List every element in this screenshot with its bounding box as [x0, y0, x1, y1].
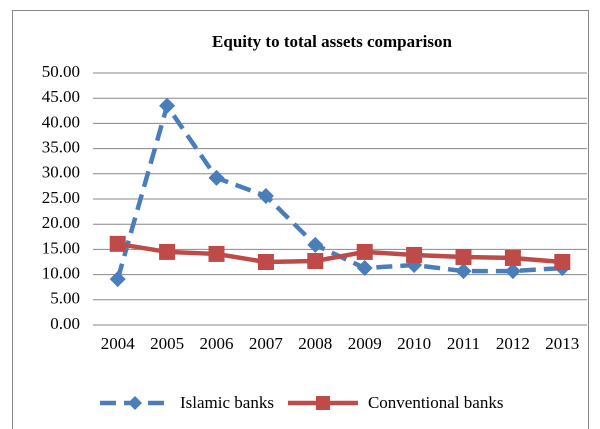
x-tick-label: 2006 [200, 334, 234, 353]
marker [554, 254, 571, 270]
legend-label: Conventional banks [368, 393, 504, 412]
y-tick-label: 35.00 [42, 138, 80, 157]
marker [455, 248, 472, 265]
marker [257, 187, 274, 204]
marker [504, 263, 521, 280]
series-line [117, 241, 563, 265]
x-tick-label: 2009 [348, 334, 382, 353]
marker [504, 249, 521, 266]
x-tick-label: 2013 [545, 334, 579, 353]
y-tick-label: 30.00 [42, 163, 80, 182]
x-tick-label: 2008 [298, 334, 332, 353]
y-tick-label: 45.00 [42, 87, 80, 106]
marker [406, 246, 423, 263]
y-tick-label: 20.00 [42, 213, 80, 232]
x-tick-label: 2007 [249, 334, 284, 353]
x-tick-label: 2010 [397, 334, 431, 353]
y-tick-label: 40.00 [42, 112, 80, 131]
marker [257, 254, 274, 270]
marker [307, 252, 324, 269]
x-tick-label: 2012 [496, 334, 530, 353]
y-tick-label: 10.00 [42, 264, 80, 283]
marker [208, 169, 225, 186]
marker [159, 243, 176, 260]
legend-marker [315, 396, 330, 410]
marker [109, 271, 126, 288]
chart-border [12, 10, 589, 429]
y-tick-label: 25.00 [42, 188, 80, 207]
marker [356, 243, 373, 260]
marker [109, 235, 126, 252]
legend-label: Islamic banks [180, 393, 274, 412]
y-tick-label: 0.00 [50, 314, 80, 333]
marker [307, 236, 324, 253]
x-tick-label: 2005 [150, 334, 184, 353]
y-tick-label: 50.00 [42, 62, 80, 81]
y-tick-label: 15.00 [42, 238, 80, 257]
chart-title: Equity to total assets comparison [212, 32, 452, 51]
marker [208, 245, 225, 262]
y-tick-label: 5.00 [50, 289, 80, 308]
marker [455, 263, 472, 280]
legend-marker [128, 396, 142, 410]
x-tick-label: 2004 [101, 334, 136, 353]
marker [356, 260, 373, 277]
marker [159, 97, 176, 114]
x-tick-label: 2011 [447, 334, 480, 353]
